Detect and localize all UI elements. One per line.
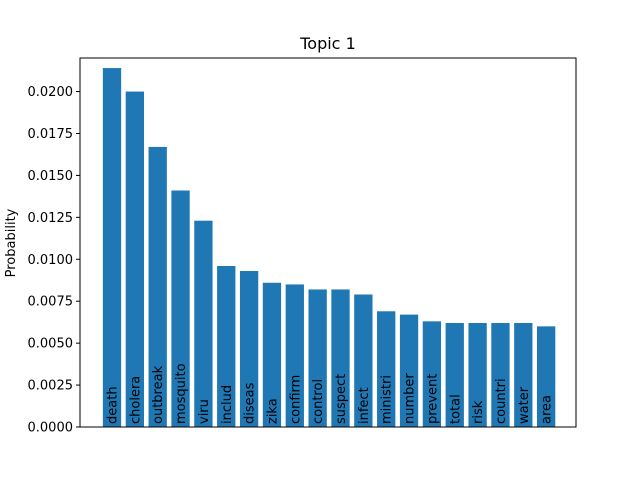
- bar-label-total: total: [448, 394, 463, 424]
- y-tick-label: 0.0100: [28, 253, 74, 268]
- bar-control: [308, 289, 327, 427]
- bar-infect: [354, 294, 373, 427]
- bar-label-prevent: prevent: [425, 374, 440, 424]
- y-tick-label: 0.0175: [28, 127, 74, 142]
- y-axis-ticks: 0.0000 0.0025 0.0050 0.0075 0.0100 0.0125 0.01…: [28, 85, 80, 436]
- bar-label-diseas: diseas: [243, 382, 258, 424]
- bar-label-number: number: [403, 373, 418, 424]
- bar-area: [537, 326, 556, 427]
- bar-risk: [468, 323, 487, 427]
- bar-label-risk: risk: [471, 400, 486, 424]
- y-tick-label: 0.0200: [28, 85, 74, 100]
- y-tick-label: 0.0050: [28, 337, 74, 352]
- bar-includ: [217, 265, 236, 427]
- bar-cholera: [125, 91, 144, 428]
- bar-label-ministri: ministri: [380, 375, 395, 424]
- bar-label-area: area: [540, 395, 555, 424]
- chart-title: Topic 1: [299, 34, 356, 53]
- bar-confirm: [285, 284, 304, 427]
- bar-mosquito: [171, 190, 190, 427]
- bar-death: [102, 68, 122, 427]
- bar-suspect: [331, 289, 350, 427]
- bar-water: [514, 323, 533, 427]
- y-tick-label: 0.0150: [28, 169, 74, 184]
- bar-prevent: [422, 321, 442, 427]
- bar-label-death: death: [106, 386, 121, 424]
- y-tick-label: 0.0000: [28, 421, 74, 436]
- y-tick-label: 0.0025: [28, 379, 74, 394]
- plot-frame: [79, 57, 577, 428]
- bar-label-countri: countri: [494, 378, 509, 424]
- bar-label-outbreak: outbreak: [151, 365, 166, 424]
- bar-ministri: [377, 311, 396, 427]
- y-tick-label: 0.0075: [28, 295, 74, 310]
- bar-countri: [491, 323, 510, 427]
- bar-label-cholera: cholera: [128, 376, 143, 424]
- bar-outbreak: [148, 146, 167, 427]
- bar-viru: [194, 220, 213, 427]
- bar-label-water: water: [517, 386, 532, 424]
- bar-label-confirm: confirm: [288, 375, 303, 424]
- bars-layer: death cholera outbreak mosquito viru includ di…: [102, 68, 556, 428]
- bar-zika: [262, 282, 282, 427]
- y-axis-title: Probability: [4, 208, 19, 277]
- y-tick-label: 0.0125: [28, 211, 74, 226]
- bar-label-zika: zika: [265, 398, 280, 424]
- bar-label-suspect: suspect: [334, 374, 349, 424]
- bar-label-control: control: [311, 379, 326, 424]
- bar-label-infect: infect: [357, 387, 372, 424]
- bar-number: [399, 314, 419, 427]
- bar-diseas: [239, 271, 259, 427]
- bar-label-mosquito: mosquito: [174, 363, 189, 424]
- bar-label-includ: includ: [220, 385, 235, 424]
- bar-label-viru: viru: [197, 399, 212, 424]
- bar-total: [445, 323, 464, 427]
